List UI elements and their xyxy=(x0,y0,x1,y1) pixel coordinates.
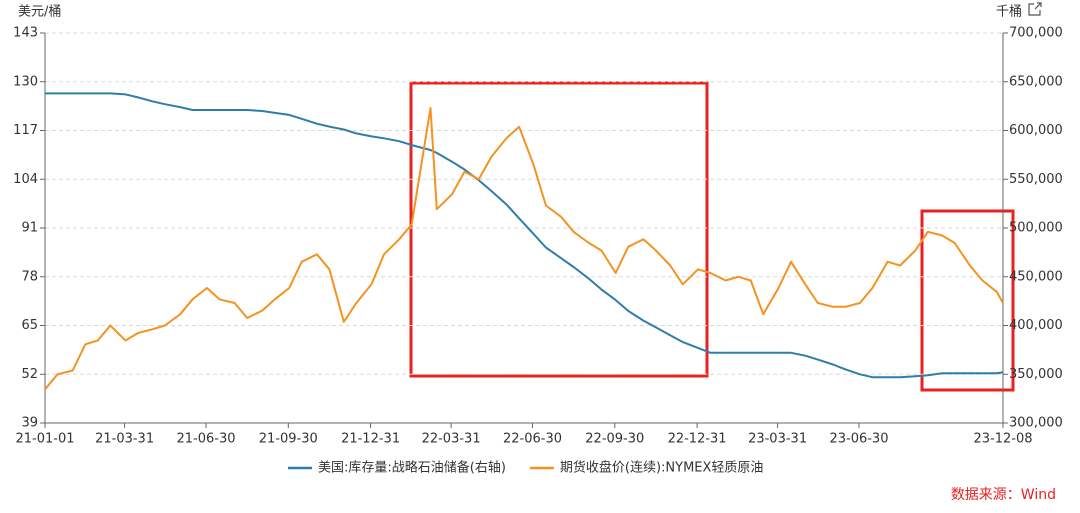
legend: 美国:库存量:战略石油储备(右轴) 期货收盘价(连续):NYMEX轻质原油 xyxy=(288,460,763,476)
series-line xyxy=(44,107,1004,390)
share-icon[interactable] xyxy=(1028,2,1042,16)
legend-label: 期货收盘价(连续):NYMEX轻质原油 xyxy=(560,460,764,476)
x-tick-label: 22-09-30 xyxy=(585,432,644,447)
y-tick-label: 91 xyxy=(21,221,38,236)
y-tick-label: 78 xyxy=(21,269,38,284)
y2-axis-title: 千桶 xyxy=(996,5,1022,20)
x-tick-label: 22-06-30 xyxy=(503,432,562,447)
series-line xyxy=(45,92,1004,379)
x-tick-label: 21-09-30 xyxy=(259,432,318,447)
y2-tick-label: 600,000 xyxy=(1009,123,1063,138)
share-icon-arrow xyxy=(1034,2,1042,10)
x-tick-label: 21-06-30 xyxy=(177,432,236,447)
y2-tick-label: 650,000 xyxy=(1009,74,1063,89)
share-icon-box xyxy=(1028,3,1041,16)
x-tick-label: 22-12-31 xyxy=(668,432,727,447)
y2-tick-label: 300,000 xyxy=(1009,416,1063,431)
x-tick-label: 22-03-31 xyxy=(422,432,481,447)
y-tick-label: 39 xyxy=(21,416,38,431)
y2-tick-label: 550,000 xyxy=(1009,172,1063,187)
y-axis-title: 美元/桶 xyxy=(18,5,61,20)
y-tick-label: 52 xyxy=(21,367,38,382)
y2-tick-label: 350,000 xyxy=(1009,367,1063,382)
x-tick-label: 21-03-31 xyxy=(95,432,154,447)
highlight-box xyxy=(920,209,1015,392)
y2-tick-label: 400,000 xyxy=(1009,318,1063,333)
y2-tick-label: 700,000 xyxy=(1009,26,1063,41)
y-tick-label: 65 xyxy=(21,318,38,333)
y-tick-label: 130 xyxy=(13,74,38,89)
highlight-box xyxy=(409,81,709,378)
x-tick-label: 21-01-01 xyxy=(15,432,74,447)
x-tick-label: 23-06-30 xyxy=(829,432,888,447)
y2-tick-label: 500,000 xyxy=(1009,221,1063,236)
y-tick-label: 143 xyxy=(13,26,38,41)
x-tick-label: 23-12-08 xyxy=(973,432,1032,447)
legend-label: 美国:库存量:战略石油储备(右轴) xyxy=(318,460,506,476)
source-note: 数据来源：Wind xyxy=(951,487,1056,503)
y-tick-label: 117 xyxy=(13,123,38,138)
y-tick-label: 104 xyxy=(13,172,38,187)
y2-tick-label: 450,000 xyxy=(1009,269,1063,284)
x-tick-label: 23-03-31 xyxy=(748,432,807,447)
x-tick-label: 21-12-31 xyxy=(341,432,400,447)
